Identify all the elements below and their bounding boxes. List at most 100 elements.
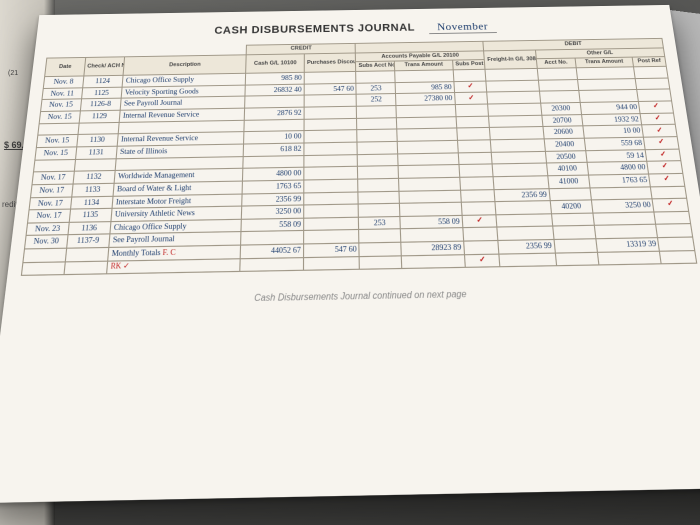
totals-trans: 28923 89 <box>401 241 464 255</box>
cell-purch <box>304 72 356 84</box>
cell-chk: 1125 <box>81 87 121 99</box>
cell-purch <box>304 154 358 167</box>
cell-opr <box>637 89 671 101</box>
cell-subs <box>357 117 397 130</box>
cell-otrans: 4800 00 <box>587 161 649 174</box>
cell-chk: 1131 <box>75 146 116 159</box>
cell-otrans: 3250 00 <box>591 199 654 213</box>
cell-chk: 1124 <box>83 75 123 87</box>
cell-chk: 1132 <box>73 171 115 184</box>
cell-date: Nov. 11 <box>42 88 83 100</box>
cell-acct <box>549 187 591 200</box>
hdr-desc: Description <box>123 55 247 76</box>
cell-spr: ✓ <box>454 81 487 93</box>
cell-freight <box>490 127 544 140</box>
cell-otrans <box>594 225 658 239</box>
cell-trans <box>397 128 457 141</box>
totals-subs <box>359 242 401 256</box>
totals-acct <box>554 239 597 253</box>
cell-trans <box>401 228 464 242</box>
cell-subs <box>358 154 399 167</box>
cell-subs <box>358 178 399 191</box>
journal-title: CASH DISBURSEMENTS JOURNAL <box>214 22 415 37</box>
cell-chk: 1134 <box>70 196 112 209</box>
cell-date: Nov. 15 <box>35 147 77 160</box>
cell-otrans: 559 68 <box>584 137 646 150</box>
cell-trans <box>399 177 461 191</box>
cell-purch <box>304 179 359 193</box>
cell-acct: 40100 <box>546 163 588 176</box>
cell-opr <box>634 66 668 78</box>
cell-chk <box>74 158 116 171</box>
cell-freight <box>494 176 549 189</box>
cell-opr <box>654 211 690 225</box>
cell-subs <box>357 141 397 154</box>
cell-opr: ✓ <box>640 113 675 125</box>
cell-date: Nov. 15 <box>41 99 82 111</box>
continued-note: Cash Disbursements Journal continued on … <box>17 284 700 307</box>
cell-otrans <box>590 186 653 200</box>
cell-trans <box>399 190 461 204</box>
cell-cash: 4800 00 <box>243 167 304 180</box>
cell-chk: 1133 <box>72 183 114 196</box>
cell-trans: 558 09 <box>400 215 463 229</box>
cell-freight <box>489 115 543 128</box>
cell-trans <box>397 140 458 153</box>
cell-trans: 985 80 <box>395 81 454 94</box>
hdr-date: Date <box>45 57 86 77</box>
cell-spr <box>459 164 494 177</box>
cell-date: Nov. 15 <box>36 135 77 148</box>
cell-spr <box>457 128 491 141</box>
cell-date: Nov. 30 <box>24 235 67 249</box>
cell-acct: 41000 <box>548 175 590 188</box>
cell-acct: 20600 <box>543 126 584 139</box>
cell-subs <box>358 166 399 179</box>
cell-purch <box>304 230 360 244</box>
cell-opr <box>636 78 670 90</box>
cell-opr: ✓ <box>646 149 681 162</box>
cell-date: Nov. 23 <box>26 222 69 236</box>
cell-cash: 26832 40 <box>245 84 304 97</box>
journal-month: November <box>429 21 497 34</box>
cell-chk: 1135 <box>69 209 112 223</box>
cell-subs <box>357 129 397 142</box>
totals-freight: 2356 99 <box>498 240 555 254</box>
cell-cash <box>244 119 304 132</box>
hdr-purch: Purchases Discounts G/L 30700 <box>304 53 356 73</box>
cell-spr <box>457 140 491 153</box>
cell-chk: 1137-9 <box>66 234 109 248</box>
cell-cash: 3250 00 <box>242 205 304 219</box>
cell-otrans: 59 14 <box>585 149 647 162</box>
cell-trans <box>398 152 459 165</box>
cell-freight <box>488 103 542 116</box>
cell-chk: 1126-8 <box>80 99 121 111</box>
cell-date: Nov. 15 <box>39 111 80 124</box>
cell-subs <box>356 71 395 83</box>
cell-cash <box>243 155 304 168</box>
cell-spr <box>455 104 489 116</box>
cell-purch <box>304 118 357 131</box>
cell-purch <box>304 95 357 108</box>
cell-subs <box>359 203 401 217</box>
cell-cash: 985 80 <box>246 72 305 84</box>
left-small-text: (21 <box>8 70 18 77</box>
totals-purch: 547 60 <box>304 243 360 257</box>
cell-date: Nov. 17 <box>32 171 74 184</box>
cell-opr: ✓ <box>639 101 674 113</box>
cell-otrans <box>576 67 636 79</box>
cell-freight <box>485 69 538 81</box>
cell-cash <box>245 95 304 108</box>
cell-opr: ✓ <box>642 125 677 138</box>
hdr-check: Check/ ACH No. <box>84 57 125 77</box>
cell-cash: 1763 65 <box>242 180 303 194</box>
cell-freight <box>495 201 551 215</box>
cell-spr: ✓ <box>462 215 497 229</box>
totals-spr <box>464 241 500 255</box>
cell-freight <box>492 151 547 164</box>
cell-cash: 2876 92 <box>245 107 305 120</box>
cell-subs: 253 <box>356 82 395 94</box>
cell-acct <box>537 68 577 80</box>
cell-opr: ✓ <box>644 137 679 150</box>
hdr-freight: Freight-In G/L 30800 <box>484 50 537 70</box>
totals-otrans: 13319 39 <box>596 238 660 252</box>
